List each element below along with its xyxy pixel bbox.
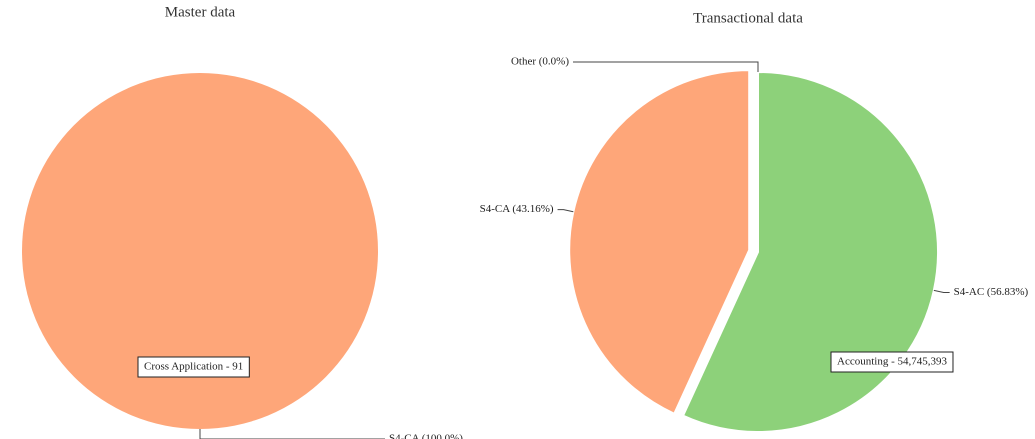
chart-title: Master data — [165, 4, 236, 20]
tooltip: Accounting - 54,745,393 — [830, 351, 954, 373]
tooltip-text: Accounting - 54,745,393 — [837, 356, 947, 368]
leader-line — [933, 289, 950, 293]
slice-label: S4-CA (43.16%) — [480, 203, 554, 215]
pie-slice — [22, 73, 378, 429]
tooltip: Cross Application - 91 — [137, 356, 250, 378]
leader-line — [573, 61, 759, 72]
leader-line — [199, 429, 385, 439]
slice-label: S4-CA (100.0%) — [389, 433, 463, 439]
tooltip-text: Cross Application - 91 — [144, 361, 243, 373]
leader-line — [557, 209, 574, 213]
chart-title: Transactional data — [693, 10, 803, 26]
tooltip-box — [137, 356, 250, 378]
slice-label: S4-AC (56.83%) — [954, 286, 1029, 298]
slice-label: Other (0.0%) — [511, 56, 569, 68]
tooltip-box — [830, 351, 954, 373]
